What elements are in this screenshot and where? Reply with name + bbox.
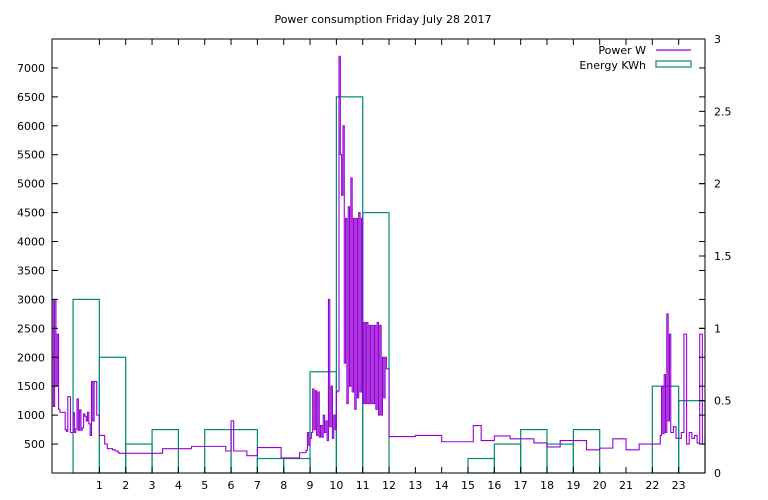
x-tick-label: 23 xyxy=(672,479,686,492)
x-tick-label: 21 xyxy=(619,479,633,492)
x-tick-label: 10 xyxy=(329,479,343,492)
energy-box xyxy=(467,457,495,474)
y-tick-label: 3500 xyxy=(17,264,45,277)
x-tick-label: 1 xyxy=(96,479,103,492)
y-tick-label: 2000 xyxy=(17,351,45,364)
energy-box xyxy=(72,298,100,474)
y-tick-label: 7000 xyxy=(17,62,45,75)
energy-box xyxy=(493,443,522,474)
y-tick-label: 4000 xyxy=(17,236,45,249)
energy-box xyxy=(546,443,574,474)
y-tick-label: 500 xyxy=(24,438,45,451)
x-tick-label: 15 xyxy=(461,479,475,492)
energy-box xyxy=(256,457,285,474)
x-tick-label: 6 xyxy=(228,479,235,492)
x-tick-label: 18 xyxy=(540,479,554,492)
legend-swatch-energy xyxy=(655,60,692,68)
x-tick-label: 5 xyxy=(201,479,208,492)
power-line-layer xyxy=(52,55,706,459)
x-tick-label: 17 xyxy=(514,479,528,492)
legend: Power W Energy KWh xyxy=(579,44,692,72)
x-tick-label: 20 xyxy=(593,479,607,492)
y-tick-label: 1500 xyxy=(17,380,45,393)
x-tick-label: 11 xyxy=(356,479,370,492)
x-tick-label: 9 xyxy=(307,479,314,492)
y2-tick-label: 0.5 xyxy=(714,395,732,408)
legend-label-energy: Energy KWh xyxy=(579,59,646,72)
energy-box xyxy=(151,429,179,474)
chart-title: Power consumption Friday July 28 2017 xyxy=(274,13,491,26)
energy-box xyxy=(98,356,127,474)
y2-tick-label: 1 xyxy=(714,322,721,335)
y-tick-label: 5500 xyxy=(17,149,45,162)
x-tick-label: 16 xyxy=(487,479,501,492)
power-series-line xyxy=(52,55,706,459)
x-tick-label: 14 xyxy=(435,479,449,492)
y2-tick-label: 0 xyxy=(714,467,721,480)
y-tick-label: 4500 xyxy=(17,207,45,220)
energy-box xyxy=(125,443,153,474)
x-tick-label: 3 xyxy=(149,479,156,492)
x-tick-label: 7 xyxy=(254,479,261,492)
y-tick-label: 5000 xyxy=(17,178,45,191)
y2-tick-label: 2.5 xyxy=(714,105,732,118)
y-tick-label: 1000 xyxy=(17,409,45,422)
y2-tick-label: 2 xyxy=(714,178,721,191)
x-tick-label: 22 xyxy=(645,479,659,492)
y2-tick-label: 1.5 xyxy=(714,250,732,263)
y2-tick-label: 3 xyxy=(714,33,721,46)
y-tick-label: 6500 xyxy=(17,91,45,104)
y-tick-label: 2500 xyxy=(17,322,45,335)
energy-box xyxy=(572,429,601,474)
x-tick-label: 19 xyxy=(566,479,580,492)
legend-label-power: Power W xyxy=(598,44,646,57)
axes-layer: 500 1000 1500 2000 2500 3000 3500 4000 4500 5000 5… xyxy=(17,33,732,492)
x-tick-label: 8 xyxy=(280,479,287,492)
y-tick-label: 3000 xyxy=(17,293,45,306)
energy-box xyxy=(520,429,548,474)
y-tick-label: 6000 xyxy=(17,120,45,133)
x-tick-label: 2 xyxy=(122,479,129,492)
x-tick-label: 4 xyxy=(175,479,182,492)
x-tick-label: 13 xyxy=(408,479,422,492)
x-tick-label: 12 xyxy=(382,479,396,492)
energy-box xyxy=(283,457,311,474)
